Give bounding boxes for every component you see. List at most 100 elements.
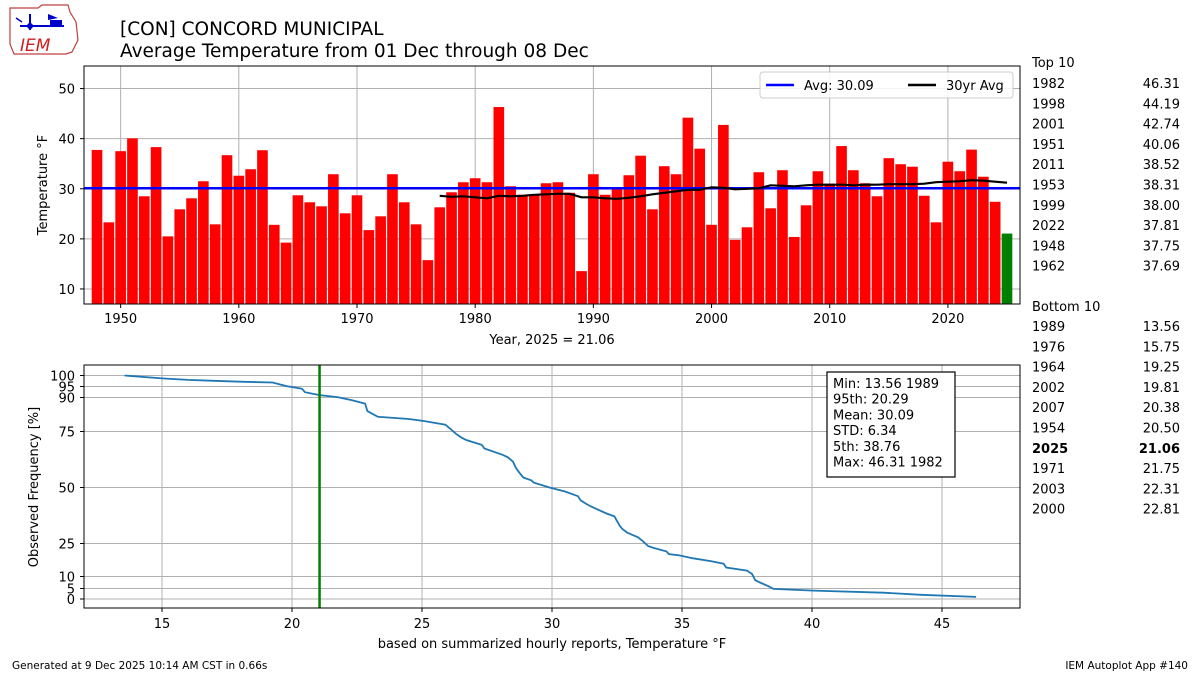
bottom10-value: 19.81 bbox=[1143, 381, 1180, 396]
bar-1968 bbox=[328, 174, 339, 304]
bar-1969 bbox=[339, 213, 351, 304]
bottom10-year: 2000 bbox=[1032, 503, 1065, 518]
bar-1987 bbox=[552, 182, 564, 304]
bottom10-year: 2003 bbox=[1032, 482, 1065, 497]
bottom10-year: 1964 bbox=[1032, 361, 1065, 376]
bar-1976 bbox=[422, 260, 434, 304]
bottom10-year: 2025 bbox=[1032, 442, 1068, 457]
bar-1985 bbox=[528, 194, 540, 304]
top-x-axis-label: Year, 2025 = 21.06 bbox=[488, 333, 614, 348]
bar-2014 bbox=[871, 196, 883, 304]
top10-value: 37.81 bbox=[1143, 219, 1180, 234]
bottom10-year: 1954 bbox=[1032, 422, 1065, 437]
bottom-x-tick-label: 30 bbox=[544, 617, 561, 632]
bar-2017 bbox=[907, 166, 918, 304]
bar-1970 bbox=[351, 195, 363, 304]
bar-1957 bbox=[198, 181, 209, 304]
bottom-y-tick-label: 5 bbox=[67, 583, 75, 598]
stats-frame bbox=[826, 371, 956, 478]
top-y-axis-label: Temperature °F bbox=[36, 135, 51, 236]
bottom10-value: 22.81 bbox=[1143, 503, 1180, 518]
top10-year: 1998 bbox=[1032, 97, 1065, 112]
bar-1960 bbox=[233, 175, 245, 304]
stats-line: STD: 6.34 bbox=[833, 424, 897, 439]
top10-rows: 1982 46.31 1998 44.19 2001 42.74 1951 40.06 2011… bbox=[1032, 77, 1180, 275]
bar-1984 bbox=[517, 194, 528, 304]
top10-value: 37.69 bbox=[1143, 260, 1180, 275]
bar-1959 bbox=[221, 155, 233, 304]
bar-1982 bbox=[493, 107, 505, 304]
bar-2023 bbox=[978, 176, 989, 304]
bar-1988 bbox=[564, 192, 576, 304]
chart-subtitle: Average Temperature from 01 Dec through … bbox=[120, 41, 589, 62]
top-y-tick-label: 10 bbox=[58, 283, 75, 298]
bar-1980 bbox=[469, 178, 481, 304]
iowa-outline-icon bbox=[9, 4, 79, 55]
top10-value: 42.74 bbox=[1143, 118, 1180, 133]
cdf-line bbox=[124, 374, 977, 598]
bottom10-year: 1976 bbox=[1032, 340, 1065, 355]
top-x-tick-label: 2020 bbox=[931, 312, 964, 327]
stats-line: Min: 13.56 1989 bbox=[833, 377, 939, 392]
top10-value: 46.31 bbox=[1143, 77, 1180, 92]
bottom-y-tick-label: 95 bbox=[58, 381, 75, 396]
bottom-x-tick-label: 35 bbox=[674, 617, 691, 632]
bottom-y-tick-label: 90 bbox=[58, 392, 75, 407]
bar-2008 bbox=[800, 205, 812, 304]
top-ticks: 1950 1960 1970 1980 1990 2000 2010 2020 10 20 30 40… bbox=[58, 83, 964, 327]
bar-2018 bbox=[918, 195, 930, 304]
bar-2019 bbox=[930, 222, 942, 304]
logo-text: IEM bbox=[20, 36, 51, 56]
bottom-x-tick-label: 25 bbox=[414, 617, 431, 632]
bar-1989 bbox=[576, 271, 587, 304]
bottom-y-tick-label: 50 bbox=[58, 482, 75, 497]
stats-line: 95th: 20.29 bbox=[833, 393, 909, 408]
bar-2022 bbox=[966, 149, 977, 304]
bar-2020 bbox=[942, 161, 954, 304]
bottom10-value: 13.56 bbox=[1143, 320, 1180, 335]
footer-generated: Generated at 9 Dec 2025 10:14 AM CST in … bbox=[12, 660, 267, 672]
top10-value: 38.52 bbox=[1143, 158, 1180, 173]
legend-frame bbox=[759, 71, 1014, 99]
bar-1963 bbox=[268, 224, 280, 304]
bar-1998 bbox=[682, 117, 694, 304]
bar-2004 bbox=[753, 172, 765, 304]
bar-2021 bbox=[954, 171, 966, 304]
top-y-tick-label: 50 bbox=[58, 83, 75, 98]
bottom-x-tick-label: 20 bbox=[284, 617, 301, 632]
bar-2010 bbox=[824, 183, 836, 304]
bottom-x-tick-label: 40 bbox=[804, 617, 821, 632]
stats-line: 5th: 38.76 bbox=[833, 440, 900, 455]
bar-2025 bbox=[1001, 233, 1013, 304]
bar-1953 bbox=[150, 147, 162, 304]
bar-1955 bbox=[174, 209, 186, 304]
top-y-tick-label: 30 bbox=[58, 183, 75, 198]
bottom10-value: 21.75 bbox=[1143, 462, 1180, 477]
top10-value: 37.75 bbox=[1143, 239, 1180, 254]
top-x-tick-label: 1950 bbox=[104, 312, 137, 327]
top-y-tick-label: 20 bbox=[58, 233, 75, 248]
bar-2002 bbox=[729, 239, 741, 304]
bar-1996 bbox=[658, 166, 670, 304]
bottom10-value: 22.31 bbox=[1143, 482, 1180, 497]
bottom-y-tick-label: 25 bbox=[58, 538, 75, 553]
yearly-bar-chart: 1950 1960 1970 1980 1990 2000 2010 2020 10 20 30 40… bbox=[36, 65, 1021, 348]
bar-1973 bbox=[387, 174, 398, 304]
top10-year: 1953 bbox=[1032, 179, 1065, 194]
bottom10-year: 2007 bbox=[1032, 401, 1065, 416]
bar-1962 bbox=[257, 150, 268, 304]
bar-1951 bbox=[127, 138, 138, 304]
iem-logo: IEM bbox=[9, 4, 79, 56]
top-legend: Avg: 30.09 30yr Avg bbox=[759, 71, 1014, 99]
bottom-y-tick-label: 10 bbox=[58, 571, 75, 586]
bar-1971 bbox=[363, 230, 375, 304]
bar-1983 bbox=[505, 186, 516, 304]
top-x-tick-label: 1970 bbox=[340, 312, 373, 327]
bar-1949 bbox=[103, 222, 115, 304]
bar-1999 bbox=[694, 148, 706, 304]
legend-avg-label: Avg: 30.09 bbox=[804, 79, 874, 94]
top10-year: 2022 bbox=[1032, 219, 1065, 234]
bar-2001 bbox=[718, 124, 729, 304]
